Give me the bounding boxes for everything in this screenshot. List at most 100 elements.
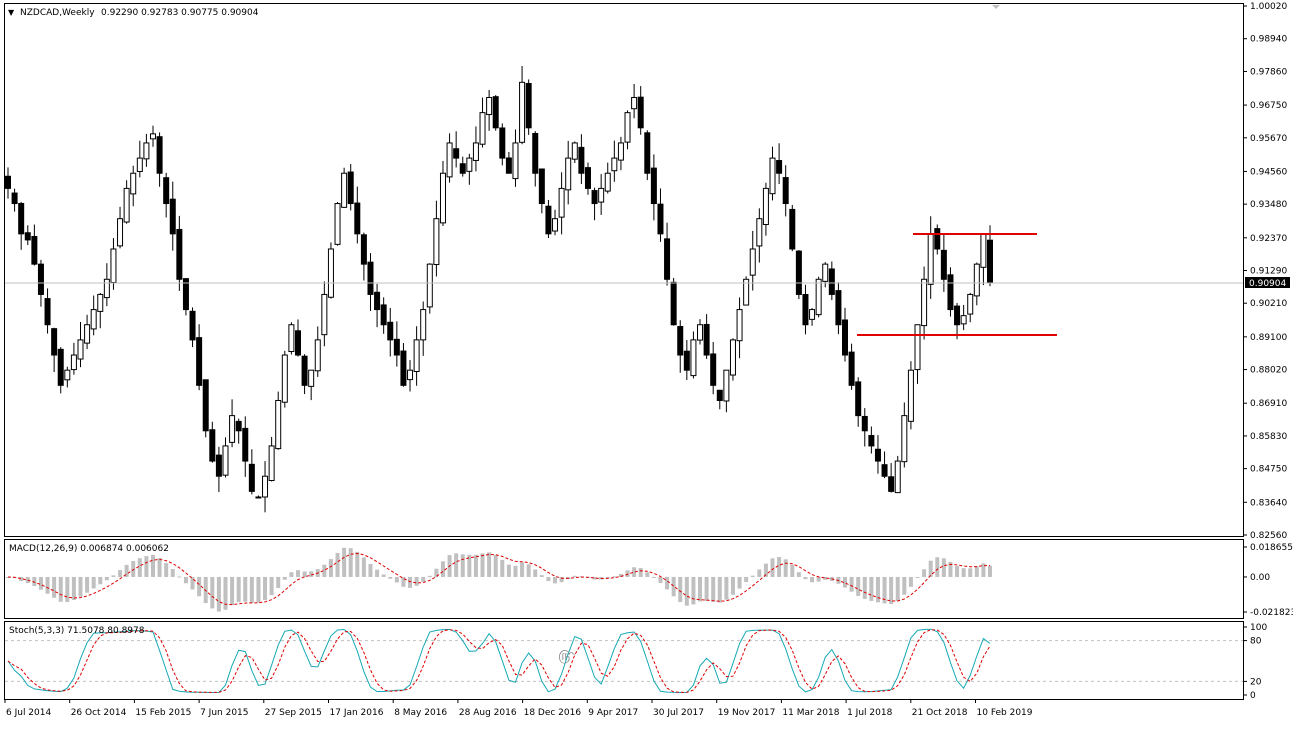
- macd-histogram-bar: [790, 564, 795, 577]
- candle-body: [532, 132, 539, 174]
- macd-histogram-bar: [737, 576, 742, 589]
- macd-histogram-bar: [559, 576, 564, 583]
- macd-histogram-bar: [658, 576, 663, 583]
- macd-histogram-bar: [968, 568, 973, 577]
- candle-body: [380, 304, 387, 326]
- candle-body: [987, 239, 993, 283]
- price-tick-label: 0.88020: [1250, 366, 1287, 376]
- macd-histogram-bar: [849, 576, 854, 592]
- macd-histogram-bar: [816, 576, 821, 582]
- macd-histogram-bar: [882, 576, 887, 604]
- macd-histogram-bar: [342, 547, 347, 577]
- macd-tick-label: 0.00: [1250, 573, 1270, 583]
- candle-body: [927, 233, 934, 285]
- candle-body: [762, 187, 769, 226]
- candle-body: [855, 381, 862, 417]
- macd-histogram-bar: [935, 557, 940, 577]
- macd-histogram-bar: [236, 576, 241, 603]
- macd-histogram-bar: [440, 561, 445, 577]
- macd-histogram-bar: [460, 554, 465, 577]
- candle-body: [103, 278, 110, 299]
- macd-histogram-bar: [19, 576, 24, 582]
- stoch-panel[interactable]: [4, 621, 1244, 700]
- candle-body: [571, 142, 578, 160]
- candle-body: [202, 379, 209, 432]
- candle-body: [341, 172, 348, 208]
- candle-body: [565, 157, 572, 191]
- macd-histogram-bar: [243, 576, 248, 602]
- macd-histogram-bar: [717, 576, 722, 603]
- macd-histogram-bar: [750, 575, 755, 577]
- macd-histogram-bar: [467, 554, 472, 577]
- candle-body: [5, 175, 11, 189]
- candle-body: [960, 315, 967, 325]
- macd-histogram-bar: [961, 568, 966, 577]
- macd-histogram-bar: [908, 576, 913, 587]
- macd-histogram-bar: [302, 571, 307, 577]
- time-tick-label: 8 May 2016: [394, 708, 447, 718]
- price-tick-label: 0.92370: [1250, 234, 1287, 244]
- candle-body: [967, 293, 974, 315]
- candle-body: [182, 278, 189, 311]
- macd-histogram-bar: [981, 563, 986, 577]
- candle-body: [51, 328, 58, 356]
- macd-histogram-bar: [941, 558, 946, 577]
- stoch-tick-label: 20: [1250, 677, 1262, 687]
- macd-histogram-bar: [618, 573, 623, 577]
- macd-histogram-bar: [803, 576, 808, 580]
- candle-body: [57, 348, 64, 386]
- candle-body: [229, 415, 236, 443]
- macd-histogram-bar: [394, 576, 399, 583]
- macd-histogram-bar: [698, 576, 703, 602]
- price-tick-label: 0.94560: [1250, 167, 1287, 177]
- candle-body: [697, 324, 704, 341]
- stoch-tick-label: 80: [1250, 637, 1262, 647]
- macd-histogram-bar: [210, 576, 215, 609]
- candle-body: [130, 172, 137, 195]
- price-tick-label: 0.82560: [1250, 531, 1287, 541]
- candle-body: [321, 293, 328, 336]
- candle-body: [314, 339, 321, 372]
- macd-histogram-bar: [368, 563, 373, 577]
- macd-histogram-bar: [553, 576, 558, 584]
- triangle-down-icon[interactable]: ▼: [8, 8, 15, 17]
- candle-body: [242, 427, 249, 462]
- macd-panel[interactable]: [4, 539, 1244, 619]
- macd-histogram-bar: [539, 575, 544, 577]
- candle-body: [723, 369, 730, 402]
- candle-body: [914, 324, 921, 371]
- price-panel[interactable]: [4, 3, 1244, 537]
- stoch-watermark-icon: ௹: [558, 648, 575, 664]
- candle-body: [31, 235, 38, 265]
- candle-body: [301, 355, 308, 386]
- macd-histogram-bar: [572, 575, 577, 577]
- candle-body: [400, 350, 407, 386]
- macd-histogram-bar: [150, 554, 155, 577]
- candle-body: [591, 190, 598, 205]
- macd-histogram-bar: [684, 576, 689, 606]
- scroll-marker-icon[interactable]: [992, 5, 1000, 9]
- candle-body: [275, 399, 282, 450]
- candle-body: [117, 218, 124, 247]
- macd-histogram-bar: [948, 561, 953, 577]
- candle-body: [525, 83, 532, 129]
- macd-histogram-bar: [875, 576, 880, 603]
- candle-body: [262, 475, 269, 498]
- macd-histogram-bar: [678, 576, 683, 603]
- time-tick-label: 1 Jul 2018: [847, 708, 892, 718]
- macd-histogram-bar: [355, 551, 360, 577]
- candle-body: [393, 338, 400, 356]
- candle-body: [288, 324, 295, 353]
- macd-histogram-bar: [651, 576, 656, 578]
- time-tick-label: 9 Apr 2017: [588, 708, 638, 718]
- macd-histogram-bar: [78, 576, 83, 597]
- candle-body: [782, 177, 789, 205]
- price-tick-label: 0.98940: [1250, 35, 1287, 45]
- candle-body: [143, 142, 150, 160]
- candle-body: [683, 350, 690, 371]
- candle-body: [842, 319, 849, 356]
- macd-histogram-bar: [427, 575, 432, 577]
- candle-body: [604, 172, 611, 192]
